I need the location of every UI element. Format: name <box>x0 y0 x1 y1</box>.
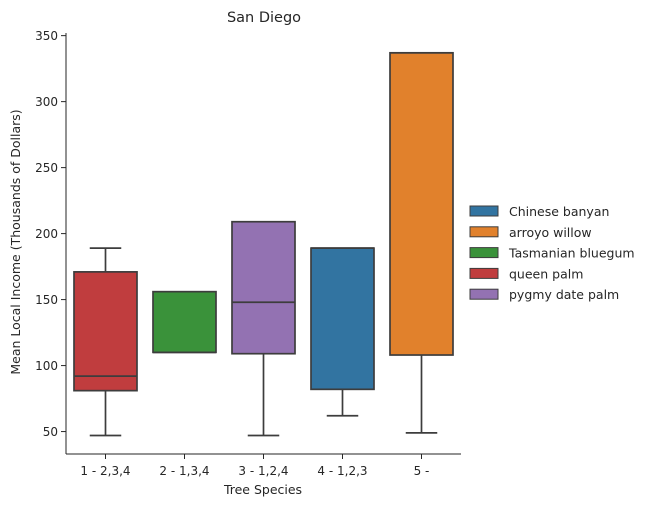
box-arroyo-willow <box>389 51 454 434</box>
box-queen-palm <box>73 247 138 437</box>
x-tick-label: 4 - 1,2,3 <box>317 464 367 478</box>
box-chinese-banyan <box>310 247 375 417</box>
y-tick-label: 100 <box>35 359 58 373</box>
plot-area <box>73 51 454 437</box>
legend-swatch <box>469 267 499 279</box>
y-tick-label: 250 <box>35 161 58 175</box>
x-tick-label: 2 - 1,3,4 <box>159 464 209 478</box>
y-tick-label: 200 <box>35 227 58 241</box>
legend-swatch <box>469 226 499 238</box>
legend-label: Tasmanian bluegum <box>508 246 635 261</box>
y-axis-ticks: 50 100 150 200 250 300 350 <box>35 29 66 439</box>
box-body <box>389 51 454 356</box>
x-axis-label: Tree Species <box>223 482 302 497</box>
box-pygmy-date-palm <box>231 220 296 437</box>
legend: Chinese banyan arroyo willow Tasmanian blu… <box>469 204 635 302</box>
box-tasmanian-bluegum <box>152 290 217 354</box>
y-tick-label: 350 <box>35 29 58 43</box>
x-tick-label: 5 - <box>414 464 430 478</box>
legend-label: queen palm <box>509 266 583 281</box>
box-body <box>73 271 138 392</box>
box-body <box>310 247 375 391</box>
y-tick-label: 300 <box>35 95 58 109</box>
y-tick-label: 150 <box>35 293 58 307</box>
box-body <box>152 290 217 354</box>
legend-swatch <box>469 288 499 300</box>
legend-label: pygmy date palm <box>509 287 619 302</box>
legend-swatch <box>469 205 499 217</box>
x-tick-label: 3 - 1,2,4 <box>238 464 288 478</box>
y-tick-label: 50 <box>43 425 58 439</box>
legend-label: Chinese banyan <box>509 204 609 219</box>
chart-title: San Diego <box>227 10 301 26</box>
box-body <box>231 220 296 355</box>
x-tick-label: 1 - 2,3,4 <box>80 464 130 478</box>
x-axis-ticks: 1 - 2,3,4 2 - 1,3,4 3 - 1,2,4 4 - 1,2,3 5 - <box>80 454 429 478</box>
y-axis-label: Mean Local Income (Thousands of Dollars) <box>8 109 23 374</box>
legend-swatch <box>469 247 499 259</box>
legend-label: arroyo willow <box>509 225 592 240</box>
